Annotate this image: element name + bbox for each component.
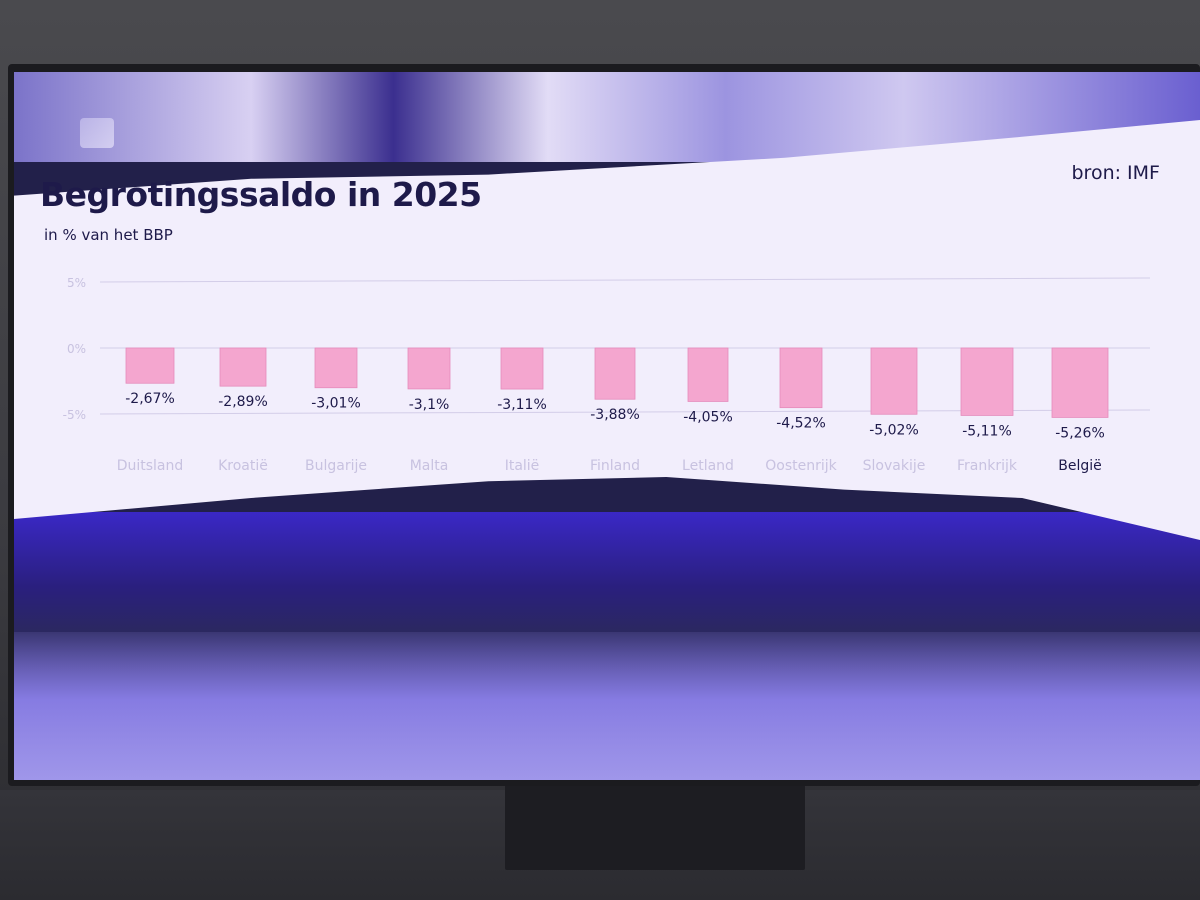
bar-italië — [500, 347, 544, 390]
value-label: -5,02% — [869, 422, 919, 438]
category-label: Oostenrijk — [765, 458, 837, 474]
chart-source: bron: IMF — [1071, 162, 1161, 184]
gridline-0 — [99, 277, 1151, 283]
tv-stand — [505, 770, 805, 870]
bar-finland — [594, 347, 636, 400]
category-label: Italië — [505, 458, 540, 474]
category-label: Duitsland — [117, 458, 184, 474]
value-label: -3,88% — [590, 407, 640, 423]
studio-floor — [14, 632, 1200, 780]
y-tick-label: 0% — [67, 342, 86, 356]
channel-logo — [80, 118, 114, 148]
category-label: Letland — [682, 458, 734, 474]
category-label: Kroatië — [218, 458, 268, 474]
bar-kroatië — [219, 347, 267, 387]
chart-panel — [14, 120, 1200, 540]
bar-oostenrijk — [779, 347, 823, 409]
value-label: -4,05% — [683, 409, 733, 425]
value-label: -3,11% — [497, 397, 547, 413]
bar-belgië — [1051, 347, 1109, 418]
bar-letland — [687, 347, 729, 402]
category-label: Malta — [410, 458, 449, 474]
category-label: Bulgarije — [305, 458, 367, 474]
bar-frankrijk — [960, 347, 1014, 416]
value-label: -3,1% — [409, 397, 450, 413]
category-label: België — [1058, 458, 1102, 474]
bar-malta — [407, 347, 451, 390]
value-label: -2,89% — [218, 394, 268, 410]
y-tick-label: -5% — [63, 408, 86, 422]
value-label: -5,11% — [962, 423, 1012, 439]
chart-title: Begrotingssaldo in 2025 — [40, 175, 482, 214]
category-label: Slovakije — [863, 458, 926, 474]
value-label: -3,01% — [311, 396, 361, 412]
y-tick-label: 5% — [67, 276, 86, 290]
category-label: Frankrijk — [957, 458, 1018, 474]
bar-duitsland — [125, 347, 175, 384]
bar-slovakije — [870, 347, 918, 415]
chart-subtitle: in % van het BBP — [44, 226, 173, 244]
value-label: -2,67% — [125, 391, 175, 407]
value-label: -4,52% — [776, 416, 826, 432]
bar-bulgarije — [314, 347, 358, 389]
category-label: Finland — [590, 458, 640, 474]
tv-screen — [14, 72, 1200, 780]
value-label: -5,26% — [1055, 425, 1105, 441]
